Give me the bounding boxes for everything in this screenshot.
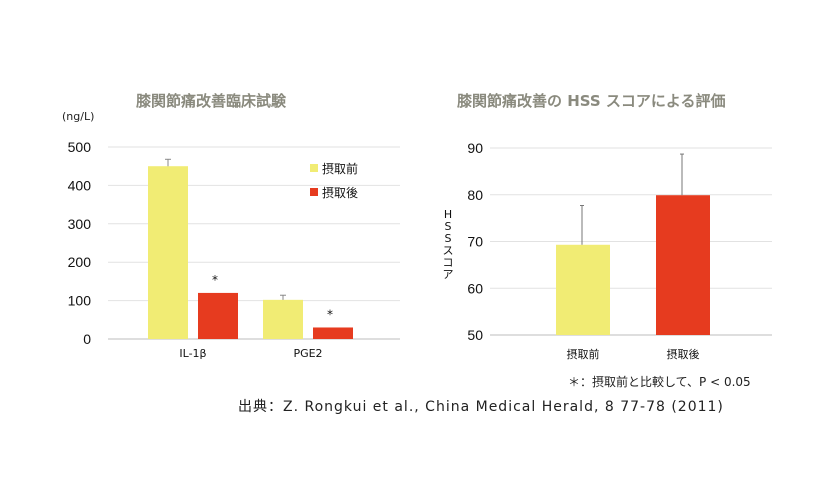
left-y-tick-label: 100 [68, 293, 92, 309]
right-y-tick-label: 60 [467, 280, 483, 296]
left-bar-before [148, 166, 188, 339]
left-bar-after [198, 292, 238, 339]
right-y-axis-label: H [444, 208, 452, 221]
significance-note: ＊：摂取前と比較して、P < 0.05 [568, 375, 751, 389]
right-y-tick-label: 70 [467, 234, 483, 250]
left-y-tick-label: 200 [68, 254, 92, 270]
source-citation: 出典：Z. Rongkui et al., China Medical Hera… [238, 399, 724, 415]
right-y-axis-label: S [445, 220, 452, 233]
right-y-axis-label: コ [443, 256, 454, 269]
right-y-tick-label: 90 [467, 140, 483, 156]
right-y-axis-label: S [445, 232, 452, 245]
right-chart-title: 膝関節痛改善の HSS スコアによる評価 [457, 92, 726, 110]
left-y-tick-label: 300 [68, 216, 92, 232]
left-bar-after [313, 327, 353, 339]
right-y-axis-label: ア [443, 268, 454, 281]
right-y-tick-label: 50 [467, 327, 483, 343]
left-y-tick-label: 500 [68, 139, 92, 155]
right-x-category-label: 摂取後 [667, 347, 700, 361]
left-bar-before [263, 299, 303, 339]
legend-label: 摂取前 [322, 161, 358, 176]
right-bar [556, 244, 610, 335]
legend-swatch-before [310, 164, 318, 172]
right-x-category-label: 摂取前 [567, 347, 600, 361]
significance-asterisk: * [212, 273, 218, 287]
left-x-category-label: PGE2 [293, 347, 322, 360]
left-chart-title: 膝関節痛改善臨床試験 [136, 92, 287, 110]
legend-swatch-after [310, 188, 318, 196]
significance-asterisk: * [327, 307, 333, 321]
legend-label: 摂取後 [322, 185, 358, 200]
left-y-tick-label: 400 [68, 177, 92, 193]
right-bar [656, 195, 710, 335]
right-y-axis-label: ス [443, 244, 454, 257]
left-chart-unit-label: (ng/L) [62, 110, 95, 123]
right-y-tick-label: 80 [467, 187, 483, 203]
left-x-category-label: IL-1β [179, 347, 206, 360]
left-y-tick-label: 0 [83, 331, 91, 347]
